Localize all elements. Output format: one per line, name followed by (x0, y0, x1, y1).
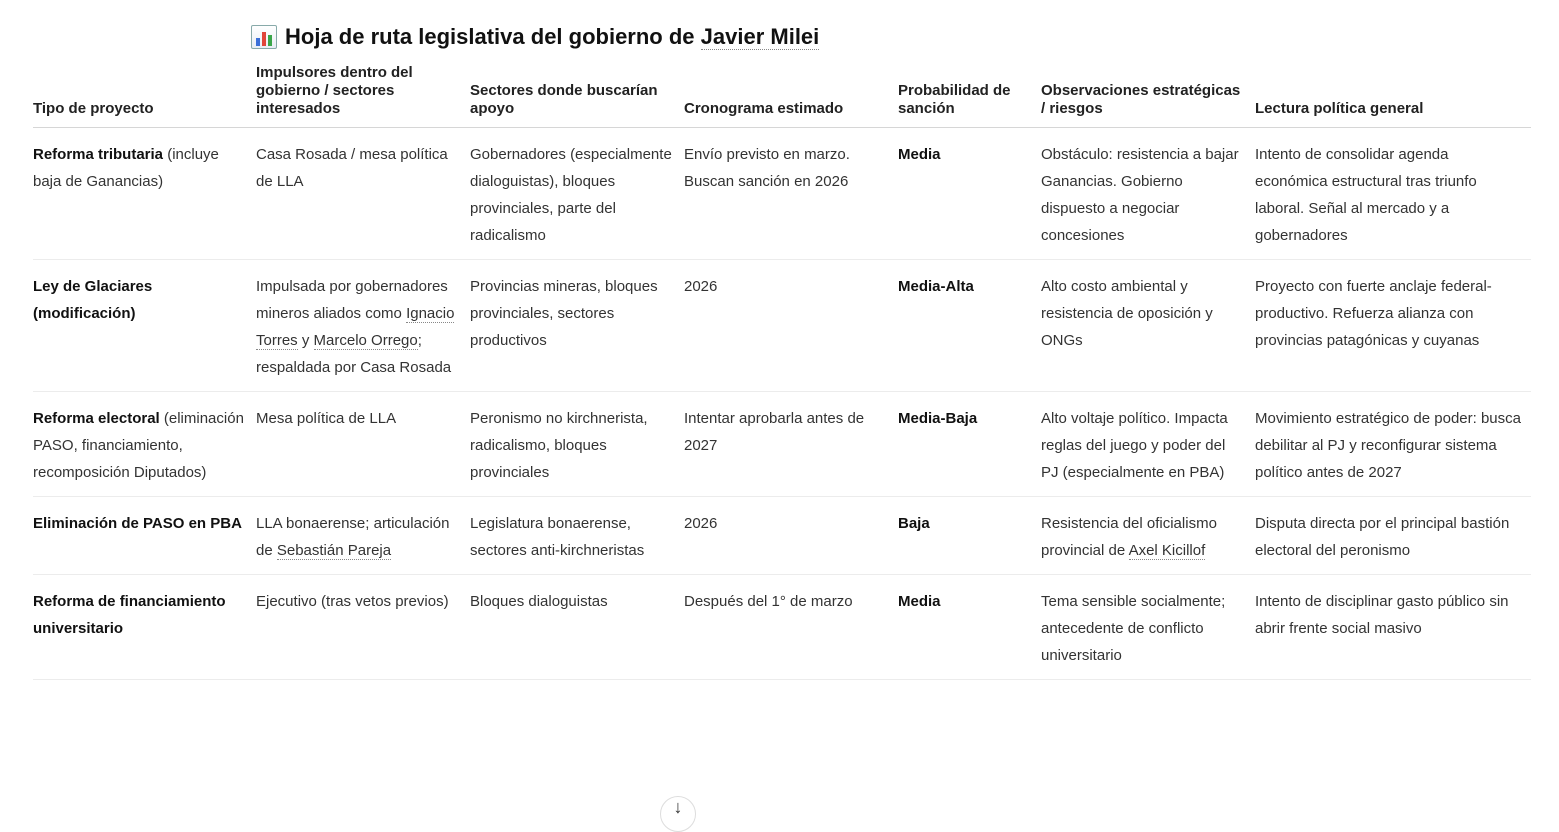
entity-link[interactable]: Marcelo Orrego (313, 332, 418, 350)
cell-text: Intento de disciplinar gasto público sin… (1255, 593, 1509, 637)
table-cell: Envío previsto en marzo. Buscan sanción … (684, 127, 898, 260)
table-cell: Alto costo ambiental y resistencia de op… (1041, 259, 1255, 392)
table-cell: 2026 (684, 259, 898, 392)
arrow-down-icon: ↓ (673, 797, 683, 817)
cell-text: ; respaldada por Casa Rosada (256, 332, 452, 376)
cell-text: Intento de consolidar agenda económica e… (1255, 146, 1477, 244)
scroll-down-button[interactable]: ↓ (660, 796, 696, 832)
table-cell: Ejecutivo (tras vetos previos) (256, 574, 470, 680)
cell-text: Movimiento estratégico de poder: busca d… (1255, 410, 1521, 481)
cell-text: LLA bonaerense; articulación de (256, 515, 450, 559)
cell-text: Reforma electoral (33, 410, 160, 427)
table-cell: Resistencia del oficialismo provincial d… (1041, 496, 1255, 575)
table-cell: Intento de disciplinar gasto público sin… (1255, 574, 1531, 680)
table-cell: Después del 1° de marzo (684, 574, 898, 680)
cell-text: Casa Rosada / mesa política de LLA (256, 146, 448, 190)
cell-text: Ejecutivo (tras vetos previos) (256, 593, 449, 610)
table-row: Reforma electoral (eliminación PASO, fin… (33, 391, 1531, 497)
cell-text: Media (898, 593, 941, 610)
table-row: Eliminación de PASO en PBA LLA bonaerense… (33, 496, 1531, 575)
table-cell: Proyecto con fuerte anclaje federal-prod… (1255, 259, 1531, 392)
column-header: Observaciones estratégicas / riesgos (1041, 64, 1255, 128)
table-cell: Obstáculo: resistencia a bajar Ganancias… (1041, 127, 1255, 260)
table-cell: Movimiento estratégico de poder: busca d… (1255, 391, 1531, 497)
table-cell: Peronismo no kirchnerista, radicalismo, … (470, 391, 684, 497)
cell-text: Provincias mineras, bloques provinciales… (470, 278, 658, 349)
cell-text: Después del 1° de marzo (684, 593, 853, 610)
table-cell: Intentar aprobarla antes de 2027 (684, 391, 898, 497)
cell-text: y (297, 332, 314, 349)
cell-text: Reforma tributaria (33, 146, 164, 163)
cell-text: Tema sensible socialmente; antecedente d… (1041, 593, 1226, 664)
column-header: Probabilidad de sanción (898, 64, 1041, 128)
cell-text: Media (898, 146, 941, 163)
table-cell: Media-Baja (898, 391, 1041, 497)
cell-text: Eliminación de PASO en PBA (33, 515, 242, 532)
table-cell: Provincias mineras, bloques provinciales… (470, 259, 684, 392)
table-cell: Mesa política de LLA (256, 391, 470, 497)
table-cell: Reforma electoral (eliminación PASO, fin… (33, 391, 256, 497)
cell-text: (eliminación PASO, financiamiento, recom… (33, 410, 244, 481)
table-cell: Casa Rosada / mesa política de LLA (256, 127, 470, 260)
cell-text: 2026 (684, 515, 718, 532)
cell-text: Reforma de financiamiento universitario (33, 593, 226, 637)
column-header: Impulsores dentro del gobierno / sectore… (256, 64, 470, 128)
column-header: Cronograma estimado (684, 64, 898, 128)
legislative-roadmap-table: Tipo de proyecto Impulsores dentro del go… (33, 64, 1531, 680)
table-cell: Disputa directa por el principal bastión… (1255, 496, 1531, 575)
table-cell: Reforma tributaria (incluye baja de Gana… (33, 127, 256, 260)
cell-text: Intentar aprobarla antes de 2027 (684, 410, 865, 454)
column-header: Tipo de proyecto (33, 64, 256, 128)
entity-link[interactable]: Axel Kicillof (1128, 542, 1206, 560)
table-cell: Eliminación de PASO en PBA (33, 496, 256, 575)
table-cell: Tema sensible socialmente; antecedente d… (1041, 574, 1255, 680)
table-row: Reforma de financiamiento universitario E… (33, 574, 1531, 680)
entity-link[interactable]: Sebastián Pareja (276, 542, 392, 560)
bar-chart-icon (251, 25, 277, 49)
cell-text: Peronismo no kirchnerista, radicalismo, … (470, 410, 648, 481)
table-cell: Ley de Glaciares (modificación) (33, 259, 256, 392)
cell-text: (incluye baja de Ganancias) (33, 146, 219, 190)
table-cell: Baja (898, 496, 1041, 575)
table-cell: Bloques dialoguistas (470, 574, 684, 680)
entity-link[interactable]: Ignacio Torres (256, 305, 455, 350)
table-cell: Intento de consolidar agenda económica e… (1255, 127, 1531, 260)
cell-text: Bloques dialoguistas (470, 593, 608, 610)
table-cell: 2026 (684, 496, 898, 575)
table-cell: Media (898, 574, 1041, 680)
cell-text: Baja (898, 515, 930, 532)
cell-text: Media-Alta (898, 278, 974, 295)
cell-text: Proyecto con fuerte anclaje federal-prod… (1255, 278, 1492, 349)
table-row: Reforma tributaria (incluye baja de Gana… (33, 127, 1531, 260)
table-cell: Alto voltaje político. Impacta reglas de… (1041, 391, 1255, 497)
table-cell: Media (898, 127, 1041, 260)
table-cell: Impulsada por gobernadores mineros aliad… (256, 259, 470, 392)
cell-text: 2026 (684, 278, 718, 295)
table-row: Ley de Glaciares (modificación) Impulsada… (33, 259, 1531, 392)
cell-text: Resistencia del oficialismo provincial d… (1041, 515, 1217, 559)
cell-text: Mesa política de LLA (256, 410, 397, 427)
table-cell: LLA bonaerense; articulación de Sebastiá… (256, 496, 470, 575)
table-cell: Gobernadores (especialmente dialoguistas… (470, 127, 684, 260)
javier-milei-link[interactable]: Javier Milei (700, 24, 820, 50)
cell-text: Alto voltaje político. Impacta reglas de… (1041, 410, 1228, 481)
cell-text: Alto costo ambiental y resistencia de op… (1041, 278, 1213, 349)
page-title: Hoja de ruta legislativa del gobierno de… (251, 24, 820, 50)
cell-text: Impulsada por gobernadores mineros aliad… (256, 278, 448, 322)
cell-text: Ley de Glaciares (modificación) (33, 278, 153, 322)
cell-text: Gobernadores (especialmente dialoguistas… (470, 146, 672, 244)
cell-text: Disputa directa por el principal bastión… (1255, 515, 1510, 559)
column-header: Lectura política general (1255, 64, 1531, 128)
table-cell: Reforma de financiamiento universitario (33, 574, 256, 680)
cell-text: Legislatura bonaerense, sectores anti-ki… (470, 515, 645, 559)
table-cell: Media-Alta (898, 259, 1041, 392)
cell-text: Obstáculo: resistencia a bajar Ganancias… (1041, 146, 1239, 244)
title-text: Hoja de ruta legislativa del gobierno de (285, 24, 701, 49)
table-cell: Legislatura bonaerense, sectores anti-ki… (470, 496, 684, 575)
table-header-row: Tipo de proyecto Impulsores dentro del go… (33, 64, 1531, 128)
cell-text: Envío previsto en marzo. Buscan sanción … (684, 146, 850, 190)
cell-text: Media-Baja (898, 410, 978, 427)
column-header: Sectores donde buscarían apoyo (470, 64, 684, 128)
